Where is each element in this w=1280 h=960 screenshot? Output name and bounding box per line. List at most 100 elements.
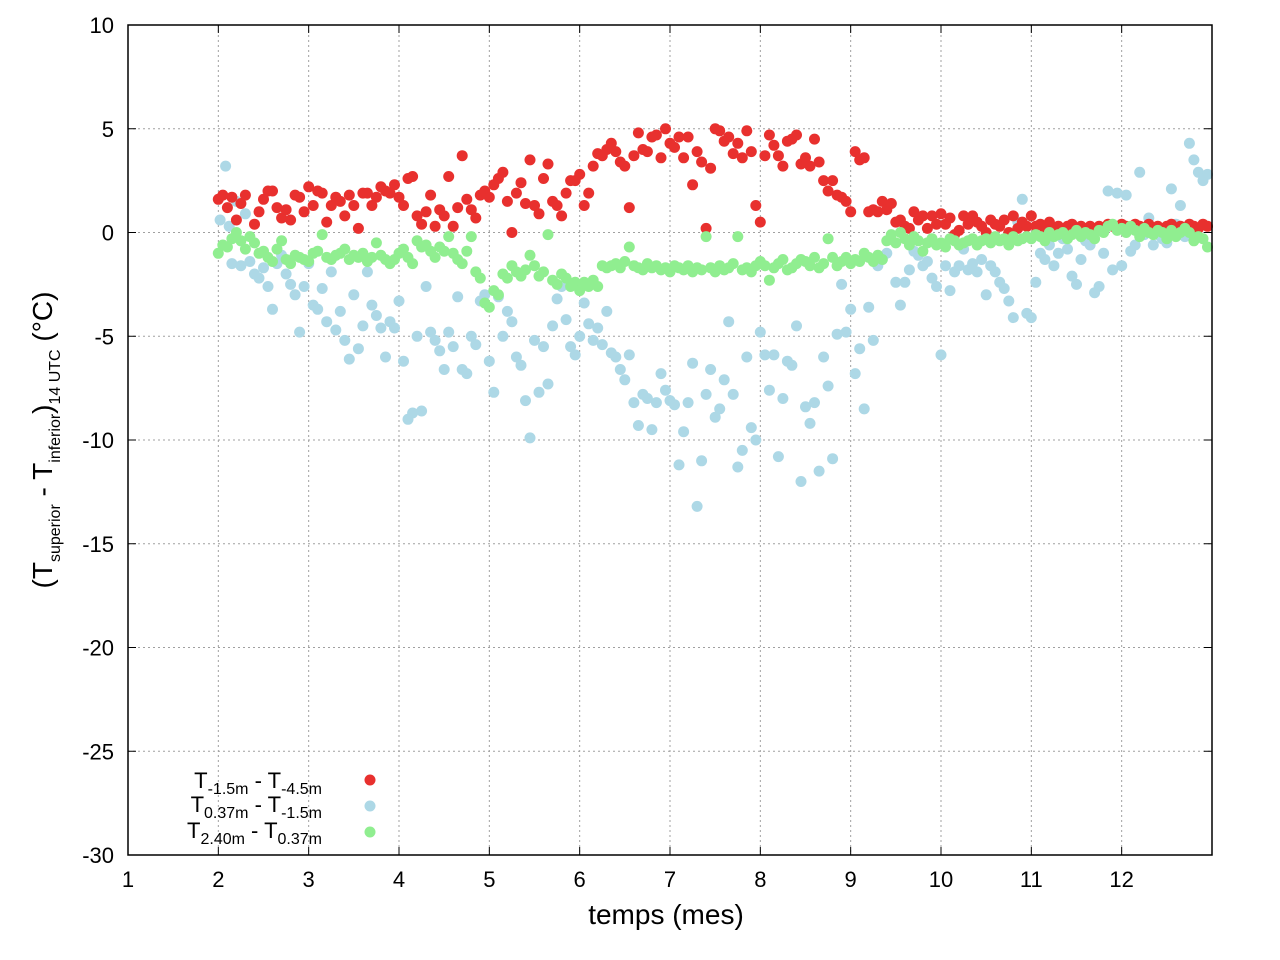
data-point [741, 125, 753, 137]
data-point [285, 278, 297, 290]
data-point [407, 407, 419, 419]
data-point [935, 208, 947, 220]
data-point [854, 343, 866, 355]
data-point [1102, 185, 1114, 197]
data-point [592, 281, 604, 292]
y-tick-label: -10 [82, 428, 114, 453]
data-point [411, 330, 423, 342]
data-point [632, 420, 644, 431]
data-point [321, 316, 333, 328]
data-point [429, 251, 441, 263]
data-point [777, 160, 789, 172]
data-point [885, 229, 897, 241]
data-point [682, 131, 694, 143]
data-point [777, 254, 789, 265]
data-point [276, 235, 288, 247]
data-point [903, 264, 915, 276]
data-point [1202, 220, 1213, 232]
data-point [529, 260, 540, 272]
data-point [989, 266, 1001, 278]
data-point [885, 198, 897, 209]
data-point [542, 229, 554, 241]
data-point [818, 258, 830, 270]
data-point [429, 334, 441, 346]
data-point [515, 359, 527, 371]
data-point [1120, 189, 1132, 201]
data-point [235, 235, 247, 247]
data-point [357, 320, 369, 332]
data-point [425, 189, 437, 201]
x-tick-label: 11 [1020, 867, 1043, 892]
data-point [619, 256, 631, 267]
data-point [538, 266, 549, 278]
data-point [389, 322, 400, 334]
data-point [375, 322, 387, 334]
data-point [777, 393, 789, 404]
data-point [1030, 276, 1042, 288]
data-point [687, 179, 699, 191]
data-point [745, 146, 757, 158]
y-tick-label: -15 [82, 532, 114, 557]
data-point [745, 422, 757, 434]
data-point [750, 434, 762, 446]
data-point [678, 426, 690, 438]
data-point [1003, 239, 1015, 251]
data-point [501, 272, 513, 284]
data-point [560, 314, 572, 326]
data-point [696, 455, 708, 467]
data-point [529, 334, 540, 346]
data-point [917, 210, 929, 222]
data-point [583, 187, 595, 199]
data-point [456, 258, 468, 270]
data-point [894, 299, 906, 311]
data-point [691, 500, 703, 512]
data-point [334, 305, 346, 317]
data-point [488, 386, 500, 398]
data-point [520, 264, 531, 276]
legend-entry-1: T-1.5m - T-4.5m [194, 768, 376, 798]
data-point [903, 239, 915, 251]
data-point [673, 459, 685, 471]
data-point [998, 214, 1010, 226]
data-point [714, 125, 726, 137]
data-point [940, 260, 951, 272]
data-point [858, 403, 870, 415]
x-tick-label: 1 [122, 867, 134, 892]
data-point [655, 152, 667, 164]
data-point [479, 289, 491, 301]
data-point [235, 260, 247, 272]
data-point [650, 129, 662, 141]
data-point [1071, 278, 1082, 290]
data-point [438, 364, 450, 375]
data-point [1066, 270, 1078, 282]
data-point [1147, 239, 1159, 251]
x-tick-label: 4 [393, 867, 405, 892]
data-point [574, 330, 586, 342]
data-point [276, 212, 288, 224]
data-point [312, 245, 324, 257]
data-point [858, 152, 870, 164]
data-point [876, 254, 888, 265]
data-point [533, 386, 545, 398]
data-point [262, 281, 274, 292]
data-point [483, 301, 495, 313]
data-point [380, 351, 391, 363]
data-point [935, 349, 947, 361]
data-point [230, 214, 242, 226]
data-point [483, 191, 495, 203]
data-point [1134, 231, 1146, 243]
data-point [352, 343, 364, 355]
data-point [1165, 183, 1177, 195]
data-point [727, 388, 739, 400]
data-point [804, 417, 816, 429]
y-axis-title: (Tsuperior - Tinferior)14 UTC (°C) [27, 292, 64, 589]
data-point [786, 359, 798, 371]
x-tick-label: 5 [483, 867, 495, 892]
data-point [501, 195, 513, 207]
data-point [926, 272, 938, 284]
grid-lines [128, 25, 1212, 855]
data-point [303, 181, 315, 193]
data-point [813, 465, 825, 477]
data-point [619, 160, 631, 172]
legend-marker-3 [364, 826, 376, 838]
